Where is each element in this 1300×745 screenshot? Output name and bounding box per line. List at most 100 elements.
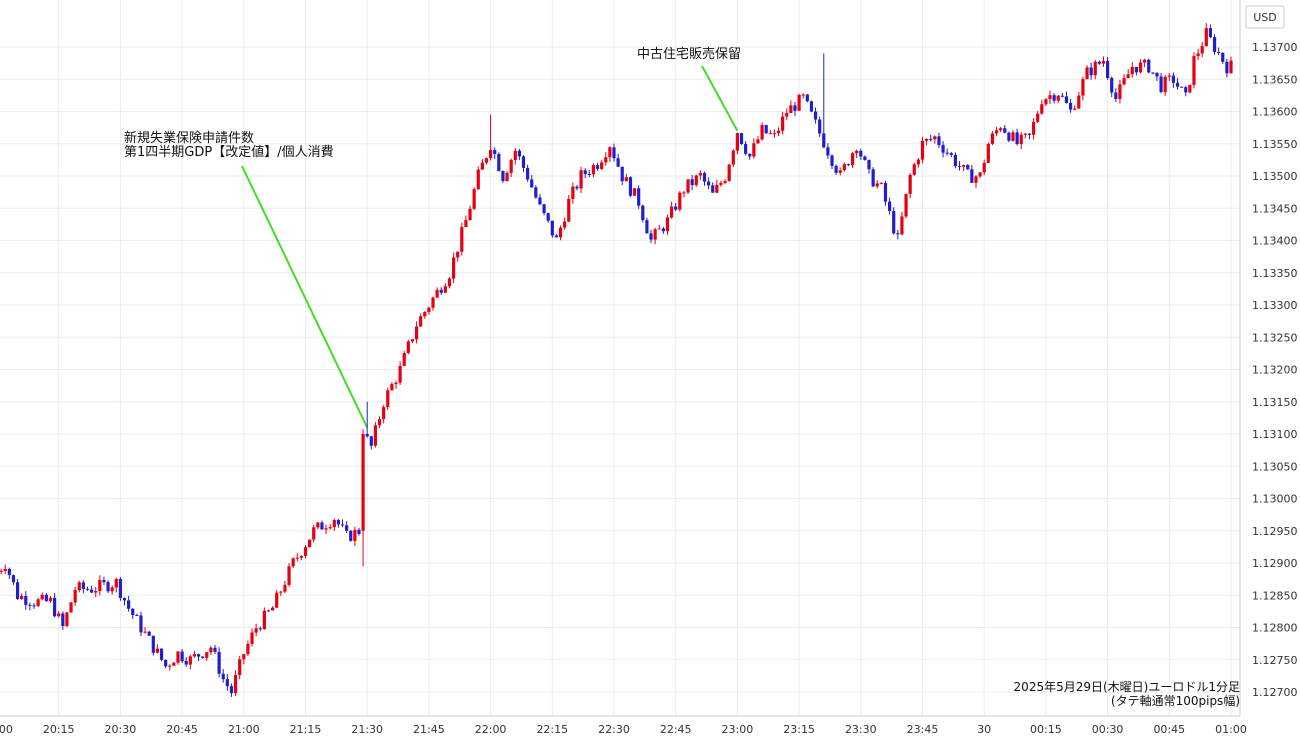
candle: [526, 164, 530, 182]
candle: [1221, 52, 1225, 64]
candle: [604, 152, 608, 166]
candle: [328, 524, 332, 530]
candle: [127, 595, 131, 612]
candle: [1163, 74, 1167, 96]
candle: [147, 630, 151, 636]
candle: [896, 230, 900, 240]
candle: [789, 100, 793, 113]
x-tick-label: 01:00: [1215, 723, 1247, 736]
candle: [447, 277, 452, 289]
candle: [497, 152, 501, 172]
candle: [3, 564, 7, 574]
price-axis[interactable]: 1.12700 1.12750 1.12800 1.12850 1.12900 1.129…: [1239, 0, 1298, 716]
candle: [879, 182, 883, 185]
candle: [1122, 74, 1126, 86]
candle: [332, 518, 336, 531]
candle: [805, 94, 809, 103]
y-tick-label: 1.12850: [1252, 589, 1298, 602]
annotation-text: 中古住宅販売保留: [637, 46, 741, 62]
candle: [1126, 69, 1130, 79]
candle: [694, 174, 698, 187]
candle: [920, 136, 925, 164]
y-tick-label: 1.13500: [1252, 170, 1298, 183]
candle: [867, 159, 871, 174]
candle: [65, 611, 69, 628]
candle: [632, 188, 637, 196]
candle: [579, 166, 583, 193]
candle: [563, 217, 567, 230]
candle: [1044, 98, 1048, 106]
candle: [143, 627, 147, 634]
y-tick-label: 1.13650: [1252, 73, 1298, 86]
candle: [1097, 60, 1101, 65]
candle: [1073, 105, 1077, 111]
x-tick-label: 23:15: [783, 723, 815, 736]
candle: [620, 166, 624, 186]
candle: [887, 197, 892, 215]
x-tick-label: 20:45: [166, 723, 198, 736]
candle: [419, 313, 423, 327]
candle: [377, 416, 382, 429]
candle: [953, 152, 958, 169]
candle: [657, 224, 661, 230]
candle: [102, 576, 106, 585]
candle: [530, 175, 534, 188]
candle: [196, 653, 201, 662]
candle: [1118, 79, 1122, 104]
candle: [287, 563, 291, 587]
candle: [406, 339, 410, 355]
candle: [715, 179, 719, 194]
candle: [52, 593, 57, 618]
candle: [1003, 124, 1007, 134]
candle: [1110, 76, 1114, 97]
y-tick-label: 1.12750: [1252, 654, 1298, 667]
candle: [1175, 77, 1180, 90]
candle: [324, 524, 328, 534]
candle: [962, 164, 966, 172]
candle: [270, 606, 275, 611]
candle: [1143, 58, 1147, 68]
candle: [299, 555, 303, 561]
candle: [855, 149, 859, 159]
candle: [1180, 86, 1184, 88]
candle: [1171, 72, 1176, 88]
candle: [846, 163, 851, 167]
candle: [571, 182, 575, 204]
currency-label[interactable]: USD: [1253, 11, 1277, 24]
candle: [1068, 98, 1073, 113]
candle: [686, 179, 690, 195]
candle: [986, 142, 990, 164]
candle: [1229, 56, 1233, 74]
candle: [797, 93, 801, 112]
y-tick-label: 1.12950: [1252, 525, 1298, 538]
candle: [369, 435, 373, 450]
candle: [20, 593, 24, 600]
annotation-pointer-line: [701, 65, 739, 132]
candle: [925, 138, 929, 146]
candle: [904, 193, 908, 219]
candle: [61, 611, 65, 630]
chart-caption-line2: (タテ軸通常100pips幅): [1111, 693, 1240, 708]
time-axis[interactable]: 20:00 20:15 20:30 20:45 21:00 21:15 21:30 21:45…: [0, 715, 1247, 736]
candle: [1089, 62, 1093, 80]
candle: [748, 153, 752, 160]
candle: [69, 601, 73, 613]
candle: [690, 175, 694, 191]
candle: [1134, 66, 1138, 76]
candle: [254, 623, 258, 637]
candle: [600, 159, 604, 171]
candle: [1081, 76, 1085, 101]
candle: [702, 171, 707, 186]
y-tick-label: 1.13250: [1252, 331, 1298, 344]
x-tick-label: 30: [977, 723, 991, 736]
candle: [7, 567, 11, 580]
candle: [883, 180, 888, 206]
candle: [468, 205, 472, 221]
candle: [933, 135, 937, 144]
candle: [1027, 133, 1032, 140]
candle: [1225, 58, 1229, 78]
candle: [114, 577, 118, 593]
candle: [246, 640, 250, 657]
candle: [1217, 47, 1221, 56]
